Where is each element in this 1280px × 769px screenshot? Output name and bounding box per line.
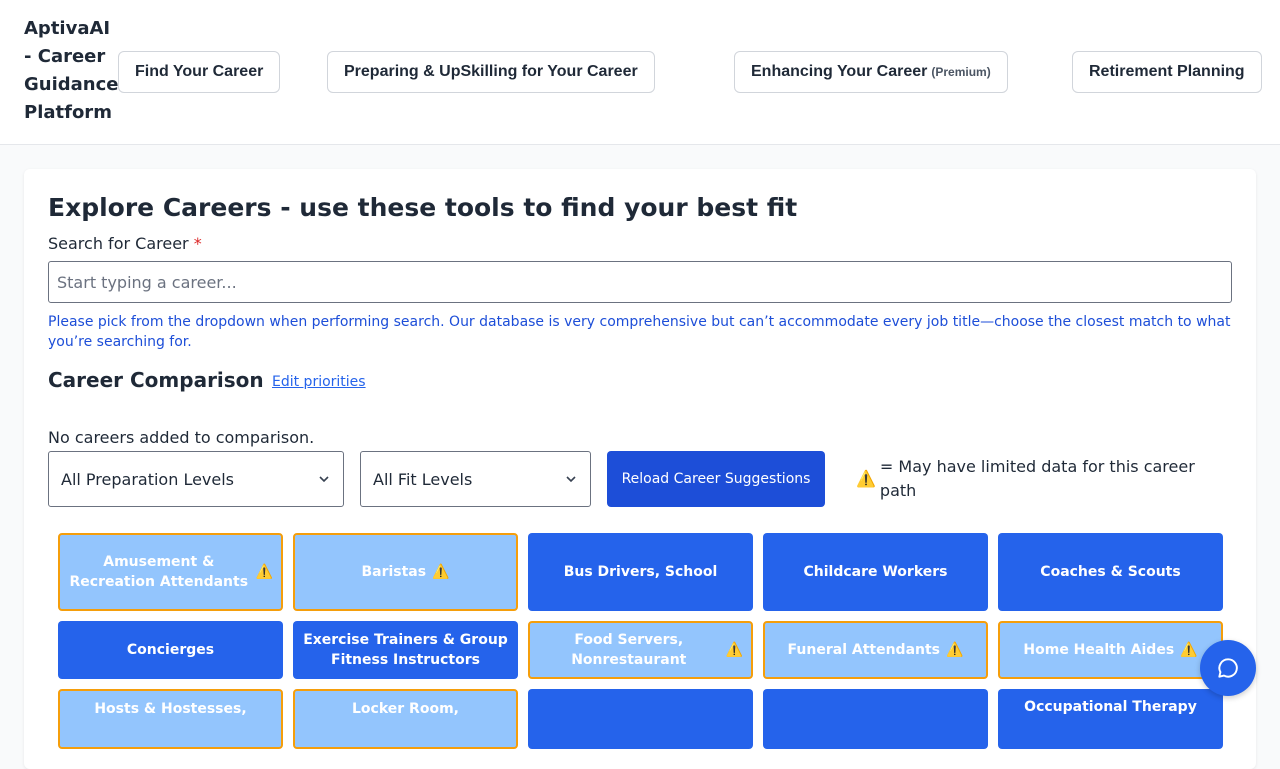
career-card[interactable]: Occupational Therapy xyxy=(998,689,1223,749)
nav-label: Retirement Planning xyxy=(1089,63,1245,80)
top-header: AptivaAI - Career Guidance Platform Find… xyxy=(0,0,1280,145)
career-card[interactable]: Home Health Aides ⚠️ xyxy=(998,621,1223,679)
career-name: Locker Room, xyxy=(352,701,459,717)
nav-label: Enhancing Your Career xyxy=(751,63,928,80)
career-name: Concierges xyxy=(126,642,215,658)
comparison-title: Career Comparison xyxy=(48,368,264,392)
chat-bubble-icon xyxy=(1218,658,1238,678)
edit-priorities-link[interactable]: Edit priorities xyxy=(272,374,366,390)
career-card[interactable]: Funeral Attendants ⚠️ xyxy=(763,621,988,679)
career-name: Coaches & Scouts xyxy=(1040,564,1181,580)
search-hint: Please pick from the dropdown when perfo… xyxy=(48,314,1231,350)
warning-icon: ⚠️ xyxy=(725,642,743,658)
nav-enhancing-career[interactable]: Enhancing Your Career (Premium) xyxy=(734,51,1008,93)
legend-text: = May have limited data for this career … xyxy=(879,457,1195,500)
career-name: Baristas xyxy=(361,564,427,580)
career-card[interactable]: Childcare Workers xyxy=(763,533,988,611)
career-card[interactable]: Coaches & Scouts xyxy=(998,533,1223,611)
career-card[interactable]: Locker Room, xyxy=(293,689,518,749)
career-name: Food Servers, Nonrestaurant xyxy=(571,632,687,668)
warning-icon: ⚠️ xyxy=(255,564,273,580)
career-card[interactable]: Baristas ⚠️ xyxy=(293,533,518,611)
warning-icon: ⚠️ xyxy=(946,642,964,658)
search-label: Search for Career * xyxy=(48,234,202,253)
career-card[interactable]: Hosts & Hostesses, xyxy=(58,689,283,749)
nav-find-your-career[interactable]: Find Your Career xyxy=(118,51,281,93)
preparation-level-select[interactable]: All Preparation Levels xyxy=(48,451,344,507)
career-card[interactable]: Food Servers, Nonrestaurant ⚠️ xyxy=(528,621,753,679)
chat-button[interactable] xyxy=(1200,640,1256,696)
limited-data-legend: ⚠️ = May have limited data for this caree… xyxy=(856,455,1206,503)
warning-icon: ⚠️ xyxy=(1180,642,1198,658)
nav-preparing-upskilling[interactable]: Preparing & UpSkilling for Your Career xyxy=(327,51,655,93)
career-card[interactable] xyxy=(528,689,753,749)
nav-label: Preparing & UpSkilling for Your Career xyxy=(344,63,638,80)
chevron-down-icon xyxy=(319,476,329,483)
career-card[interactable]: Bus Drivers, School xyxy=(528,533,753,611)
chevron-down-icon xyxy=(566,476,576,483)
career-card[interactable] xyxy=(763,689,988,749)
career-name: Childcare Workers xyxy=(803,564,948,580)
brand-title: AptivaAI - Career Guidance Platform xyxy=(24,18,119,123)
reload-suggestions-button[interactable]: Reload Career Suggestions xyxy=(607,451,825,507)
nav-label: Find Your Career xyxy=(135,63,264,80)
required-mark: * xyxy=(193,234,202,253)
warning-icon: ⚠️ xyxy=(432,564,450,580)
fit-level-select[interactable]: All Fit Levels xyxy=(360,451,591,507)
select-value: All Fit Levels xyxy=(373,469,473,489)
premium-badge: (Premium) xyxy=(931,65,991,79)
career-name: Hosts & Hostesses, xyxy=(94,701,247,717)
select-value: All Preparation Levels xyxy=(61,469,235,489)
career-name: Home Health Aides xyxy=(1023,642,1175,658)
career-card[interactable]: Amusement & Recreation Attendants ⚠️ xyxy=(58,533,283,611)
career-card[interactable]: Concierges xyxy=(58,621,283,679)
search-label-text: Search for Career xyxy=(48,234,189,253)
warning-icon: ⚠️ xyxy=(856,469,876,488)
career-grid: Amusement & Recreation Attendants ⚠️ Baris… xyxy=(58,533,1223,749)
career-search-input[interactable] xyxy=(48,261,1232,303)
empty-comparison-text: No careers added to comparison. xyxy=(48,428,315,447)
career-name: Funeral Attendants xyxy=(787,642,941,658)
nav-retirement-planning[interactable]: Retirement Planning xyxy=(1072,51,1262,93)
career-name: Bus Drivers, School xyxy=(563,564,718,580)
career-card[interactable]: Exercise Trainers & Group Fitness Instru… xyxy=(293,621,518,679)
career-name: Occupational Therapy xyxy=(1024,699,1197,715)
page-title: Explore Careers - use these tools to fin… xyxy=(48,193,798,222)
career-name: Exercise Trainers & Group Fitness Instru… xyxy=(303,632,508,668)
explore-panel: Explore Careers - use these tools to fin… xyxy=(24,169,1256,769)
career-name: Amusement & Recreation Attendants xyxy=(69,554,249,590)
